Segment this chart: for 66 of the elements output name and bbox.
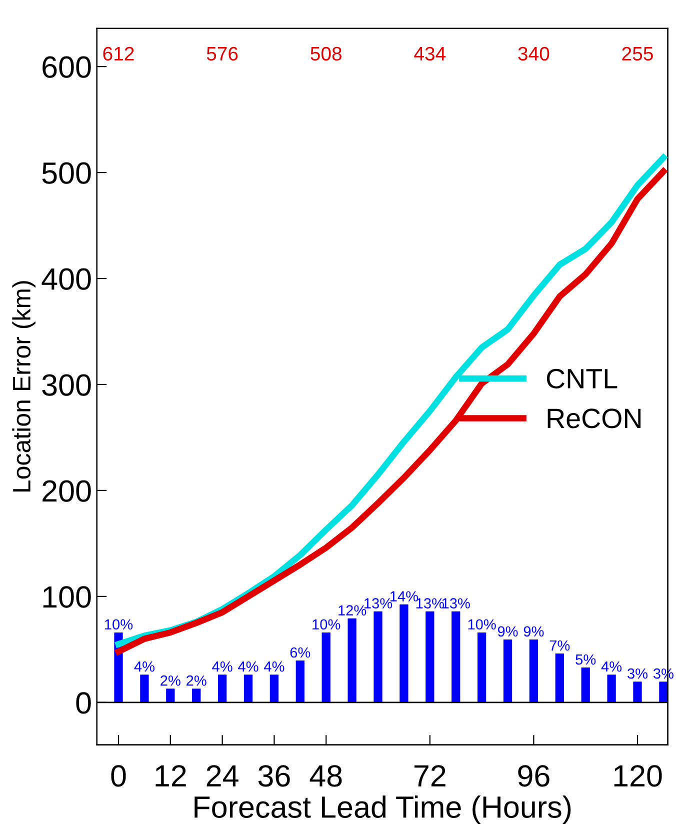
x-tick-label: 24 bbox=[206, 765, 238, 786]
bar bbox=[633, 682, 642, 703]
legend-label: CNTL bbox=[546, 368, 618, 388]
x-tick-label: 72 bbox=[414, 765, 446, 786]
x-tick-label: 96 bbox=[518, 765, 550, 787]
data-label: 13% bbox=[416, 598, 444, 608]
bar bbox=[426, 611, 434, 703]
data-label: 4% bbox=[238, 661, 258, 672]
data-label: 9% bbox=[498, 626, 518, 637]
bar bbox=[607, 674, 616, 703]
annotation: 612 bbox=[103, 46, 134, 61]
bar bbox=[140, 674, 149, 703]
bar bbox=[270, 674, 279, 703]
bar bbox=[218, 674, 227, 703]
y-axis-title: Location Error (km) bbox=[12, 281, 36, 492]
data-label: 10% bbox=[468, 619, 496, 630]
data-label: 2% bbox=[186, 675, 206, 686]
x-axis-title: Forecast Lead Time (Hours) bbox=[194, 796, 571, 824]
data-label: 4% bbox=[134, 661, 154, 672]
annotation: 434 bbox=[414, 46, 446, 61]
bar bbox=[296, 660, 304, 703]
data-label: 4% bbox=[601, 661, 622, 672]
bar bbox=[477, 632, 486, 703]
y-tick-label: 200 bbox=[42, 480, 91, 502]
x-tick-label: 120 bbox=[614, 765, 662, 787]
data-label: 14% bbox=[390, 591, 418, 602]
data-label: 4% bbox=[212, 661, 232, 672]
annotation: 576 bbox=[206, 46, 238, 61]
data-label: 5% bbox=[576, 654, 596, 665]
bar bbox=[244, 674, 253, 703]
bar bbox=[529, 639, 538, 703]
y-tick-label: 600 bbox=[42, 56, 91, 78]
data-label: 12% bbox=[338, 605, 366, 616]
x-tick-label: 36 bbox=[258, 765, 290, 787]
y-tick-label: 100 bbox=[43, 586, 91, 608]
data-label: 2% bbox=[160, 675, 180, 686]
annotation: 255 bbox=[622, 46, 653, 61]
legend-label: ReCON bbox=[548, 408, 641, 428]
annotation: 340 bbox=[518, 46, 550, 61]
data-label: 13% bbox=[442, 598, 470, 608]
data-label: 10% bbox=[312, 619, 340, 630]
y-tick-label: 500 bbox=[42, 162, 91, 184]
data-label: 4% bbox=[264, 661, 284, 672]
data-label: 9% bbox=[524, 626, 544, 637]
bar bbox=[322, 632, 330, 703]
bar bbox=[192, 688, 201, 703]
x-tick-label: 0 bbox=[111, 765, 126, 787]
y-tick-label: 400 bbox=[42, 268, 91, 290]
data-label: 7% bbox=[550, 640, 570, 651]
x-tick-label: 48 bbox=[310, 765, 342, 787]
bar bbox=[166, 688, 175, 703]
bar bbox=[581, 668, 590, 703]
bar bbox=[374, 611, 382, 703]
bar bbox=[503, 639, 512, 703]
data-label: 13% bbox=[364, 598, 392, 608]
annotation: 508 bbox=[310, 46, 342, 61]
bar bbox=[555, 654, 564, 703]
data-label: 10% bbox=[105, 619, 133, 630]
y-tick-label: 300 bbox=[42, 374, 91, 396]
data-label: 6% bbox=[290, 647, 310, 658]
bar bbox=[400, 604, 408, 703]
bar bbox=[452, 611, 460, 703]
x-tick-label: 12 bbox=[156, 765, 186, 786]
y-tick-label: 0 bbox=[76, 692, 91, 714]
bar bbox=[348, 618, 356, 703]
data-label: 3% bbox=[628, 668, 648, 679]
